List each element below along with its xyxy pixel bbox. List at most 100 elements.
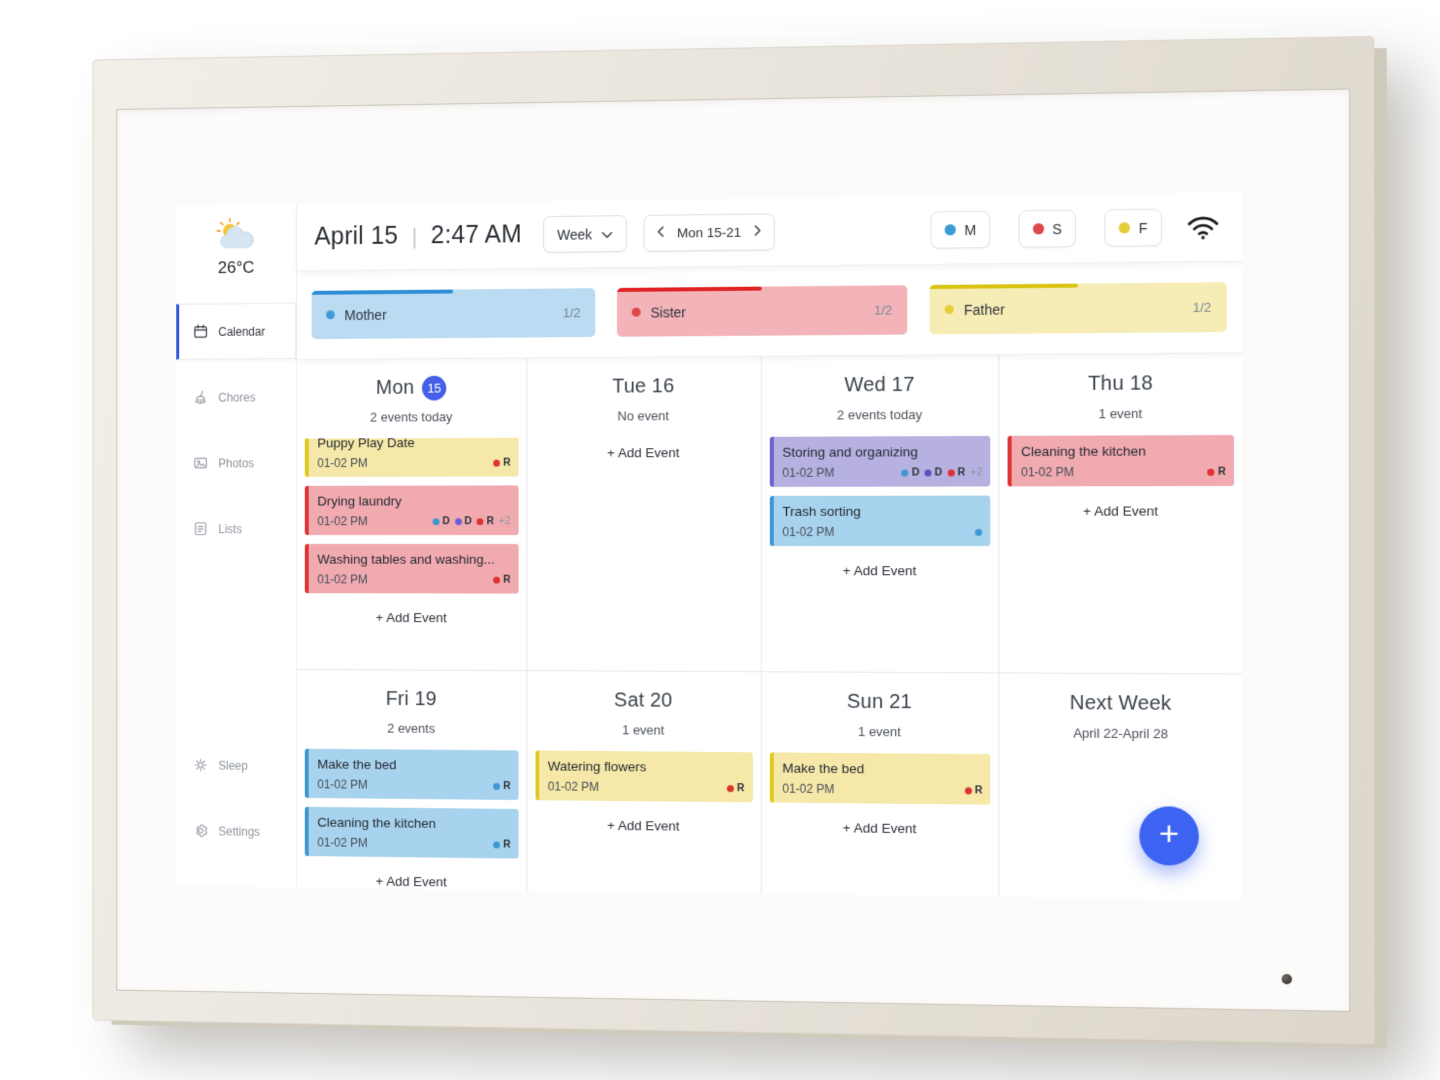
- event-time: 01-02 PM: [782, 781, 835, 797]
- day-header: Thu 18: [1000, 370, 1243, 398]
- sidebar-item-sleep[interactable]: Sleep: [176, 737, 296, 794]
- assignee-dot: [493, 782, 501, 790]
- member-chip-label: M: [964, 221, 977, 238]
- add-event-button[interactable]: + Add Event: [375, 873, 447, 890]
- event-card[interactable]: Make the bed 01-02 PM R: [769, 752, 991, 805]
- event-time: 01-02 PM: [317, 572, 368, 587]
- assignee-dot: [476, 517, 484, 525]
- sidebar-item-label: Lists: [218, 521, 243, 536]
- assignee-badge: R: [493, 780, 511, 793]
- assignee-initial: R: [503, 780, 511, 793]
- add-event-button[interactable]: + Add Event: [842, 820, 917, 837]
- member-chip-f[interactable]: F: [1104, 208, 1162, 247]
- progress-bar: [311, 289, 453, 295]
- sidebar-item-lists[interactable]: Lists: [176, 501, 296, 557]
- day-title: Tue 16: [612, 374, 675, 398]
- event-card[interactable]: Storing and organizing 01-02 PM D D R +2: [769, 435, 991, 487]
- member-dot: [631, 307, 641, 317]
- day-title: Fri 19: [385, 687, 437, 710]
- assignee-badge: R: [493, 457, 511, 469]
- sidebar-item-settings[interactable]: Settings: [176, 803, 296, 860]
- next-week-button[interactable]: [752, 222, 764, 241]
- assignee-badge: R: [726, 782, 744, 794]
- progress-name: Sister: [650, 303, 687, 321]
- add-event-button[interactable]: + Add Event: [1082, 503, 1158, 519]
- photos-icon: [193, 455, 209, 472]
- sidebar-item-calendar[interactable]: Calendar: [176, 302, 297, 360]
- event-badges: D D R +2: [432, 515, 511, 528]
- event-card[interactable]: Watering flowers 01-02 PM R: [535, 750, 753, 803]
- assignee-initial: D: [934, 466, 943, 479]
- event-card[interactable]: Trash sorting 01-02 PM: [769, 495, 991, 547]
- progress-card-sister[interactable]: Sister 1/2: [616, 285, 908, 337]
- day-header: Mon 15: [297, 374, 526, 401]
- event-time: 01-02 PM: [1021, 465, 1075, 480]
- assignee-badge: D: [432, 515, 450, 527]
- add-event-button[interactable]: + Add Event: [375, 610, 447, 626]
- assignee-initial: R: [486, 515, 494, 528]
- chevron-left-icon: [656, 226, 664, 241]
- week-range-nav: Mon 15-21: [643, 213, 776, 252]
- event-title: Make the bed: [317, 756, 397, 773]
- event-card[interactable]: Make the bed 01-02 PM R: [304, 748, 519, 801]
- main-panel: April 15 | 2:47 AM Week: [296, 192, 1243, 900]
- assignee-initial: R: [974, 784, 983, 797]
- sidebar-menu: Calendar Chores Photos Lists: [176, 302, 297, 567]
- sidebar: 26°C Calendar Chores Photos Lists Sleep Sett…: [176, 204, 297, 887]
- progress-name: Mother: [344, 306, 387, 323]
- events-list: Make the bed 01-02 PM R Cleaning the kitche…: [297, 748, 526, 868]
- sidebar-item-chores[interactable]: Chores: [176, 369, 296, 426]
- prev-week-button[interactable]: [654, 224, 666, 243]
- assignee-badge: [975, 528, 983, 536]
- event-meta-row: 01-02 PM R: [548, 779, 745, 795]
- day-subtitle: 1 event: [858, 723, 901, 740]
- assignee-dot: [975, 528, 983, 536]
- device-screen: 26°C Calendar Chores Photos Lists Sleep Sett…: [116, 88, 1351, 1012]
- event-meta-row: 01-02 PM R: [317, 573, 510, 587]
- day-header: Sun 21: [761, 688, 998, 716]
- event-title: Make the bed: [782, 760, 865, 777]
- sidebar-item-label: Chores: [218, 390, 256, 405]
- temperature: 26°C: [217, 257, 255, 278]
- add-event-button[interactable]: + Add Event: [607, 445, 680, 461]
- progress-card-mother[interactable]: Mother 1/2: [311, 288, 596, 340]
- member-dot: [1119, 222, 1131, 234]
- lists-icon: [193, 520, 209, 537]
- assignee-initial: +2: [498, 515, 511, 528]
- event-card[interactable]: Cleaning the kitchen 01-02 PM R: [1007, 435, 1235, 487]
- add-event-fab[interactable]: +: [1139, 806, 1199, 866]
- day-subtitle: 2 events: [387, 720, 436, 736]
- event-time: 01-02 PM: [317, 456, 368, 471]
- progress-card-father[interactable]: Father 1/2: [929, 282, 1227, 335]
- event-badges: R: [493, 838, 511, 851]
- view-selector[interactable]: Week: [543, 215, 627, 253]
- day-cell-sun-21: Sun 21 1 event Make the bed 01-02 PM R + Add …: [761, 672, 1000, 897]
- partly-cloudy-icon: [214, 239, 258, 256]
- assignee-dot: [964, 786, 972, 794]
- event-card[interactable]: Cleaning the kitchen 01-02 PM R: [304, 806, 519, 859]
- assignee-badge: R: [947, 466, 965, 478]
- family-calendar-app: 26°C Calendar Chores Photos Lists Sleep Sett…: [176, 192, 1243, 900]
- day-subtitle: 2 events today: [370, 409, 453, 425]
- add-event-button[interactable]: + Add Event: [842, 563, 917, 579]
- assignee-badge: D: [454, 515, 472, 527]
- event-badges: R: [964, 784, 983, 797]
- event-title: Puppy Play Date: [317, 437, 415, 451]
- assignee-initial: R: [503, 838, 511, 851]
- member-chip-m[interactable]: M: [930, 210, 991, 249]
- day-cell-fri-19: Fri 19 2 events Make the bed 01-02 PM R Clean…: [297, 669, 528, 891]
- add-event-button[interactable]: + Add Event: [607, 817, 680, 834]
- member-dot: [326, 310, 335, 320]
- week-grid: Mon 15 2 events today Puppy Play Date 01-02 …: [297, 353, 1243, 900]
- sidebar-item-photos[interactable]: Photos: [176, 435, 296, 491]
- events-list: Storing and organizing 01-02 PM D D R +2 Trash…: [761, 435, 998, 555]
- day-title: Mon: [375, 376, 415, 399]
- assignee-initial: R: [1217, 465, 1226, 478]
- light-sensor-dot: [1281, 973, 1293, 985]
- day-date-badge: 15: [422, 375, 447, 401]
- member-chip-s[interactable]: S: [1018, 209, 1077, 248]
- event-card[interactable]: Washing tables and washing... 01-02 PM R: [304, 543, 519, 594]
- event-card[interactable]: Drying laundry 01-02 PM D D R +2: [304, 485, 519, 536]
- event-card[interactable]: Puppy Play Date 01-02 PM R: [304, 437, 519, 477]
